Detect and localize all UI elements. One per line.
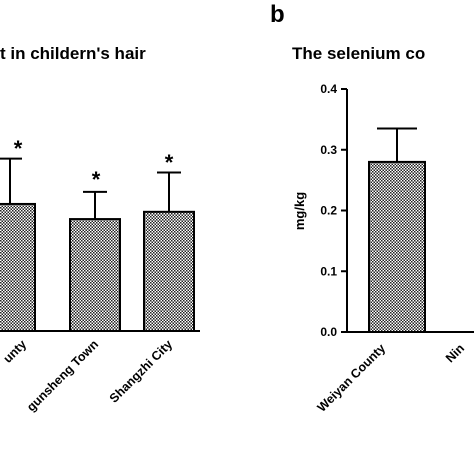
panel-b-y-tick-label: 0.3	[320, 143, 337, 157]
panel-b-y-tick-label: 0.4	[320, 82, 337, 96]
significance-marker: *	[165, 150, 174, 175]
panel-a-bars	[0, 157, 195, 332]
panel-a-title: t in childern's hair	[0, 44, 146, 63]
panel-a-bar	[143, 210, 195, 332]
panel-b-y-tick-label: 0.1	[320, 264, 337, 278]
panel-b-bars	[368, 127, 426, 333]
panel-b-title: The selenium co	[292, 44, 425, 63]
panel-b-y-ticks: 0.0 0.1 0.2 0.3 0.4	[320, 82, 347, 339]
panel-b-bar	[368, 160, 426, 333]
significance-marker: *	[14, 136, 23, 161]
panel-b-category-label: Nin	[443, 341, 467, 365]
panel-b-category-label: Weiyan County	[315, 341, 389, 415]
panel-b: b The selenium co 0.00.10.20.30.4 mg/kg …	[270, 1, 474, 415]
panel-a-category-label: gunsheng Town	[24, 337, 101, 414]
panel-b-y-tick-label: 0.0	[320, 325, 337, 339]
panel-a-bar	[69, 218, 121, 332]
significance-marker: *	[92, 167, 101, 192]
panel-label: b	[270, 1, 285, 28]
panel-a-category-label: unty	[1, 337, 30, 366]
panel-b-y-tick-label: 0.2	[320, 204, 337, 218]
panel-a-category-label: Shangzhi City	[107, 337, 175, 405]
panel-b-y-axis-label: mg/kg	[292, 192, 307, 230]
panel-a: t in childern's hair unty gunsheng Town …	[0, 44, 200, 414]
panel-a-bar	[0, 202, 36, 332]
